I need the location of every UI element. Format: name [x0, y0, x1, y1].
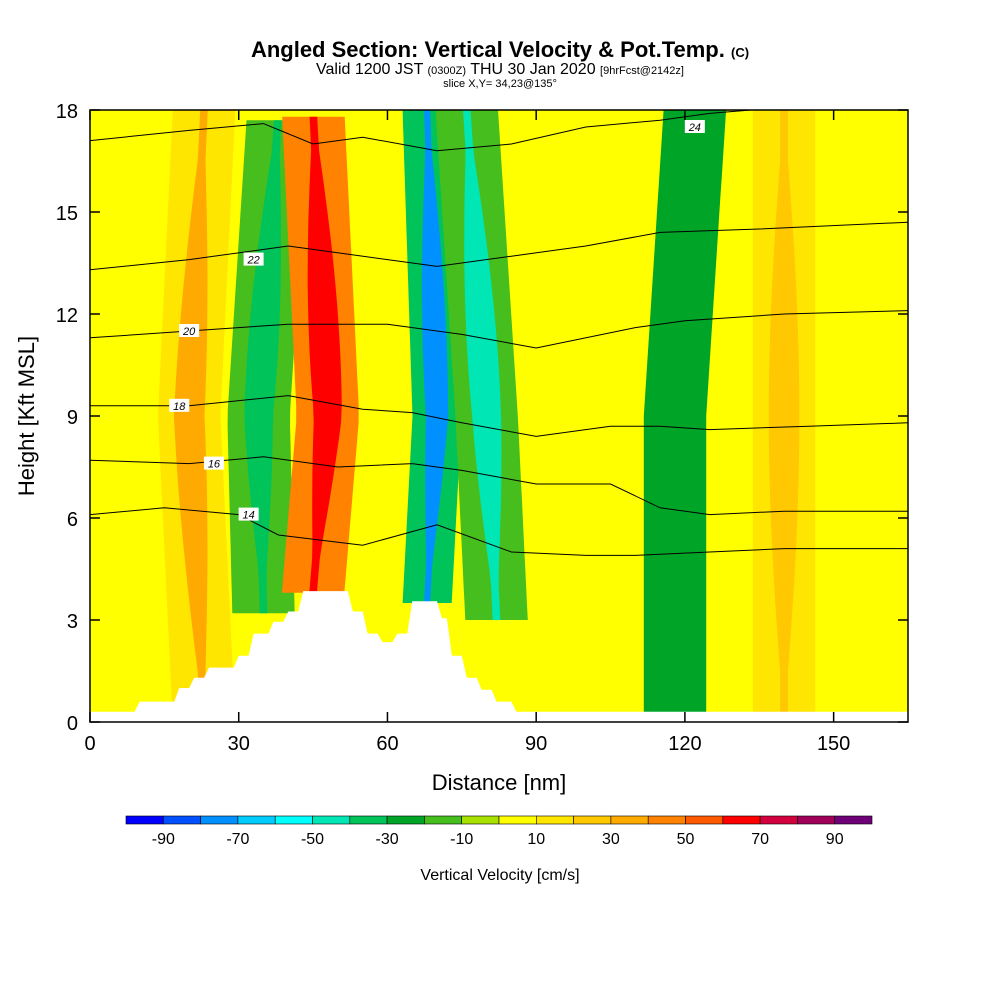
velocity-field	[157, 110, 816, 722]
colorbar: -90 -70 -50 -30 -10 10 30 50 70 90 Vertical Veloci…	[125, 815, 873, 884]
colorbar-swatch	[312, 815, 351, 825]
theta-contour-label: 16	[208, 459, 221, 471]
colorbar-swatch	[797, 815, 836, 825]
theta-contour-line	[90, 221, 908, 271]
colorbar-tick-label: 10	[527, 831, 545, 848]
colorbar-label: Vertical Velocity [cm/s]	[420, 867, 579, 884]
colorbar-tick-label: 50	[677, 831, 695, 848]
theta-contour-label-box	[684, 120, 705, 133]
y-tick-label: 3	[67, 611, 78, 633]
colorbar-tick-label: -70	[226, 831, 249, 848]
theta-contour-line	[90, 310, 908, 349]
terrain	[90, 591, 908, 722]
colorbar-tick-label: -90	[152, 831, 175, 848]
theta-contour-line	[90, 110, 758, 152]
colorbar-swatch	[573, 815, 612, 825]
colorbar-swatch	[125, 815, 164, 825]
theta-contour-label-box	[179, 324, 200, 337]
theta-contour-label-box	[238, 507, 259, 521]
theta-contour-label: 22	[246, 255, 259, 267]
x-tick-label: 120	[668, 733, 701, 755]
chart-subtitle: Valid 1200 JST (0300Z) THU 30 Jan 2020 […	[316, 61, 684, 78]
x-tick-label: 90	[525, 733, 547, 755]
velocity-band	[463, 110, 502, 620]
colorbar-swatch	[610, 815, 649, 825]
theta-contour-label: 14	[243, 510, 255, 522]
colorbar-tick-label: -50	[301, 831, 324, 848]
velocity-band	[244, 120, 282, 614]
colorbar-swatch	[685, 815, 724, 825]
x-tick-label: 150	[817, 733, 850, 755]
colorbar-tick-label: 70	[751, 831, 769, 848]
colorbar-tick-label: 90	[826, 831, 844, 848]
velocity-band	[422, 110, 449, 603]
colorbar-swatch	[759, 815, 798, 825]
x-tick-label: 0	[84, 733, 95, 755]
theta-contour-label-box	[243, 252, 264, 266]
theta-contour-label-box	[169, 398, 190, 412]
colorbar-swatch	[535, 815, 574, 825]
colorbar-swatch	[163, 815, 201, 825]
theta-contour-line	[90, 395, 908, 437]
theta-contour-line	[90, 507, 908, 556]
colorbar-swatch	[200, 815, 239, 825]
x-tick-label: 60	[376, 733, 398, 755]
y-tick-label: 9	[67, 407, 78, 429]
colorbar-swatch	[647, 815, 686, 825]
colorbar-tick-label: 30	[602, 831, 620, 848]
colorbar-tick-label: -10	[450, 831, 473, 848]
colorbar-swatch	[349, 815, 388, 825]
theta-contour-label: 20	[182, 326, 196, 338]
colorbar-swatch	[237, 815, 276, 825]
velocity-band	[307, 116, 342, 593]
slice-info: slice X,Y= 34,23@135°	[443, 78, 557, 90]
colorbar-tick-label: -30	[376, 831, 399, 848]
theta-contour-label: 24	[688, 122, 701, 134]
theta-contour-label: 18	[173, 401, 186, 413]
colorbar-swatch	[386, 815, 425, 825]
x-tick-label: 30	[228, 733, 250, 755]
terrain-profile	[90, 591, 908, 722]
theta-contour-label-box	[203, 456, 224, 470]
velocity-band	[173, 110, 208, 722]
colorbar-swatch	[461, 815, 500, 825]
axes: 0 30 60 90 120 150 0 3 6 9 12 15 18 Distance [nm] Heig…	[14, 101, 908, 795]
y-tick-label: 15	[56, 203, 78, 225]
theta-contours: 14 16 18 20 22 24	[90, 110, 908, 556]
colorbar-swatch	[834, 815, 873, 825]
velocity-band	[768, 110, 800, 722]
colorbar-swatch	[722, 815, 761, 825]
colorbar-swatch	[274, 815, 313, 825]
y-axis-label: Height [Kft MSL]	[14, 336, 39, 496]
y-tick-label: 0	[67, 713, 78, 735]
x-axis-label: Distance [nm]	[432, 770, 567, 795]
colorbar-swatch	[424, 815, 462, 825]
y-tick-label: 12	[56, 305, 78, 327]
y-tick-label: 18	[56, 101, 78, 123]
chart-title: Angled Section: Vertical Velocity & Pot.…	[250, 37, 750, 62]
velocity-band	[643, 110, 727, 722]
colorbar-swatch	[498, 815, 537, 825]
y-tick-label: 6	[67, 509, 78, 531]
theta-contour-line	[90, 456, 908, 516]
